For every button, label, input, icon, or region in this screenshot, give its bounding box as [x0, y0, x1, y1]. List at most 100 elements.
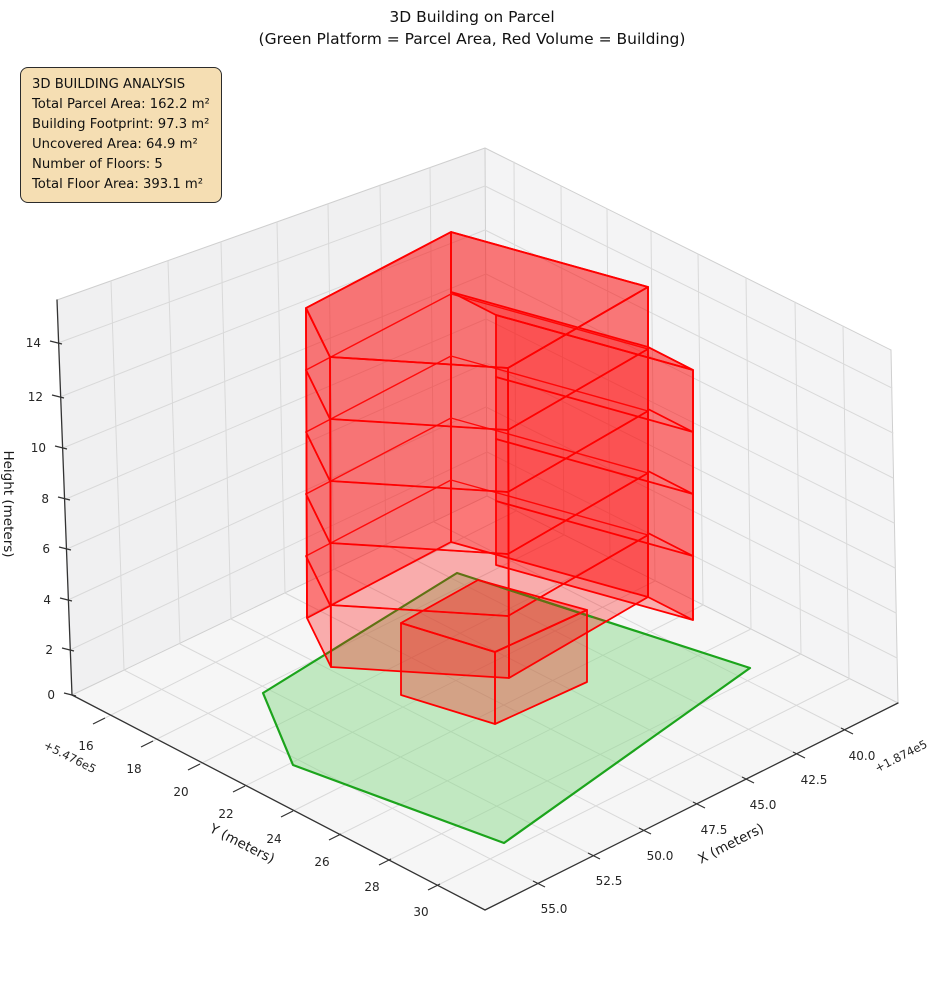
- pane-edge: [484, 147, 892, 351]
- z-tick-mark: [54, 445, 68, 450]
- z-tick-label: 0: [47, 688, 55, 702]
- y-tick-label: 28: [364, 880, 379, 894]
- y-tick-mark: [427, 883, 441, 891]
- z-gridline: [57, 185, 893, 389]
- z-gridline: [65, 318, 895, 524]
- y-tick-mark: [378, 858, 392, 866]
- info-line-floors: Number of Floors: 5: [32, 157, 163, 172]
- y-tick-mark: [187, 763, 201, 771]
- z-tick-mark: [61, 647, 75, 652]
- y-tick-label: 16: [78, 739, 93, 753]
- z-gridline: [69, 451, 898, 659]
- info-line-parcel-area: Total Parcel Area: 162.2 m²: [32, 97, 210, 112]
- x-tick-label: 50.0: [647, 849, 674, 863]
- z-tick-label: 4: [43, 593, 51, 607]
- z-tick-mark: [49, 340, 63, 345]
- pane-right-wall: [485, 148, 898, 703]
- y-tick-label: 24: [266, 832, 281, 846]
- z-tick-label: 12: [28, 390, 43, 404]
- y-tick-label: 26: [314, 855, 329, 869]
- x-tick-label: 52.5: [596, 874, 623, 888]
- floor-line: [305, 369, 331, 420]
- pane-left-wall: [57, 148, 487, 695]
- x-gridline: [429, 167, 846, 731]
- info-line-floor-area: Total Floor Area: 393.1 m²: [32, 177, 204, 192]
- x-tick-mark: [840, 727, 854, 735]
- x-tick-label: 47.5: [701, 823, 728, 837]
- floor-line: [329, 418, 509, 431]
- building-face-chamfer: [305, 307, 332, 668]
- chart-subtitle: (Green Platform = Parcel Area, Red Volum…: [258, 30, 686, 48]
- y-gridline: [148, 185, 565, 744]
- parcel-polygon: [261, 571, 752, 845]
- x-tick-label: 40.0: [849, 749, 876, 763]
- x-tick-label: 55.0: [541, 902, 568, 916]
- x-axis-line: [484, 702, 899, 911]
- z-tick-label: 2: [45, 643, 53, 657]
- y-tick-mark: [232, 785, 246, 793]
- x-tick-mark: [792, 751, 806, 759]
- y-gridline: [336, 277, 752, 837]
- pane-edge: [484, 147, 488, 497]
- z-tick-mark: [58, 546, 72, 551]
- z-tick-label: 6: [42, 542, 50, 556]
- z-tick-mark: [59, 597, 73, 602]
- pane-edge: [890, 349, 899, 704]
- y-tick-mark: [92, 717, 106, 725]
- z-gridline: [62, 273, 894, 479]
- y-gridline: [386, 301, 802, 862]
- parcel-edge-overlay: [498, 585, 594, 619]
- chart-title-block: 3D Building on Parcel (Green Platform = …: [0, 6, 944, 50]
- x-gridline: [110, 280, 538, 884]
- z-axis-line: [56, 299, 73, 696]
- floor-line: [507, 410, 649, 493]
- info-line-footprint: Building Footprint: 97.3 m²: [32, 117, 210, 132]
- z-tick-mark: [63, 692, 77, 697]
- y-axis-line: [71, 694, 486, 911]
- x-tick-mark: [741, 776, 755, 784]
- floor-line: [329, 604, 509, 617]
- z-tick-mark: [51, 394, 65, 399]
- floor-line: [305, 555, 331, 606]
- z-tick-label: 8: [41, 492, 49, 506]
- annex-roof: [400, 579, 588, 653]
- y-tick-label: 22: [218, 807, 233, 821]
- floor-line: [647, 408, 694, 433]
- x-tick-mark: [587, 852, 601, 860]
- floor-line: [507, 348, 649, 431]
- y-gridline: [240, 230, 656, 789]
- y-tick-mark: [140, 740, 154, 748]
- floor-line: [647, 532, 694, 557]
- x-tick-label: 42.5: [801, 773, 828, 787]
- floor-line: [507, 534, 649, 617]
- z-axis-label: Height (meters): [0, 450, 16, 558]
- x-gridline: [167, 260, 593, 856]
- x-gridline: [379, 184, 798, 755]
- y-gridline: [288, 253, 704, 814]
- z-gridline: [59, 229, 894, 434]
- x-tick-mark: [692, 801, 706, 809]
- y-tick-label: 30: [413, 905, 428, 919]
- info-line-heading: 3D BUILDING ANALYSIS: [32, 77, 186, 92]
- info-line-uncovered: Uncovered Area: 64.9 m²: [32, 137, 198, 152]
- z-tick-label: 14: [26, 336, 41, 350]
- floor-line: [495, 376, 694, 433]
- x-gridline: [327, 203, 747, 780]
- floor-line: [329, 480, 509, 493]
- floor-line: [495, 438, 694, 495]
- y-tick-label: 18: [126, 762, 141, 776]
- y-tick-label: 20: [173, 785, 188, 799]
- x-tick-mark: [532, 880, 546, 888]
- floor-line: [329, 542, 509, 555]
- z-gridline: [67, 406, 897, 614]
- chart-title: 3D Building on Parcel: [389, 8, 555, 26]
- x-gridline: [220, 241, 644, 831]
- floor-line: [495, 500, 694, 557]
- z-tick-mark: [57, 496, 71, 501]
- x-tick-label: 45.0: [750, 798, 777, 812]
- y-gridline: [100, 161, 517, 721]
- y-tick-mark: [328, 833, 342, 841]
- x-gridline: [276, 221, 698, 805]
